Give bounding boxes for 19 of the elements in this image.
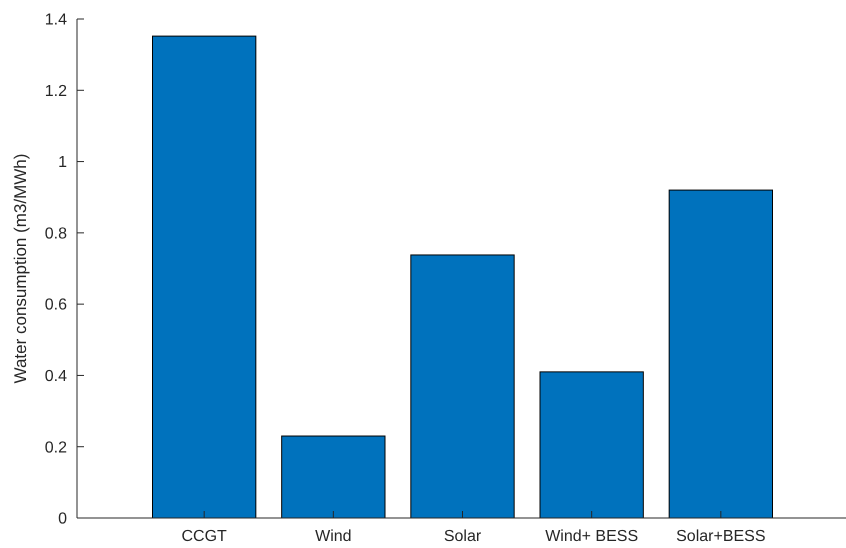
bar bbox=[152, 36, 256, 518]
bar bbox=[540, 371, 644, 518]
bar bbox=[410, 254, 515, 518]
x-tick-label: CCGT bbox=[182, 528, 228, 545]
x-tick-label: Wind bbox=[315, 528, 352, 545]
y-axis-title: Water consumption (m3/MWh) bbox=[11, 154, 30, 384]
y-tick-label: 1 bbox=[58, 154, 68, 172]
bar bbox=[281, 436, 386, 518]
bar bbox=[668, 190, 773, 518]
x-tick-label: Solar+BESS bbox=[676, 528, 766, 545]
y-tick-label: 0.2 bbox=[44, 439, 68, 456]
y-tick-label: 0 bbox=[58, 510, 68, 528]
y-tick-label: 0.6 bbox=[44, 296, 68, 314]
y-tick-label: 1.4 bbox=[44, 12, 68, 29]
x-tick-label: Solar bbox=[444, 528, 482, 545]
y-tick-label: 0.8 bbox=[44, 225, 68, 242]
y-tick-label: 1.2 bbox=[44, 82, 68, 100]
y-tick-label: 0.4 bbox=[44, 368, 68, 386]
x-tick-label: Wind+ BESS bbox=[545, 528, 638, 545]
